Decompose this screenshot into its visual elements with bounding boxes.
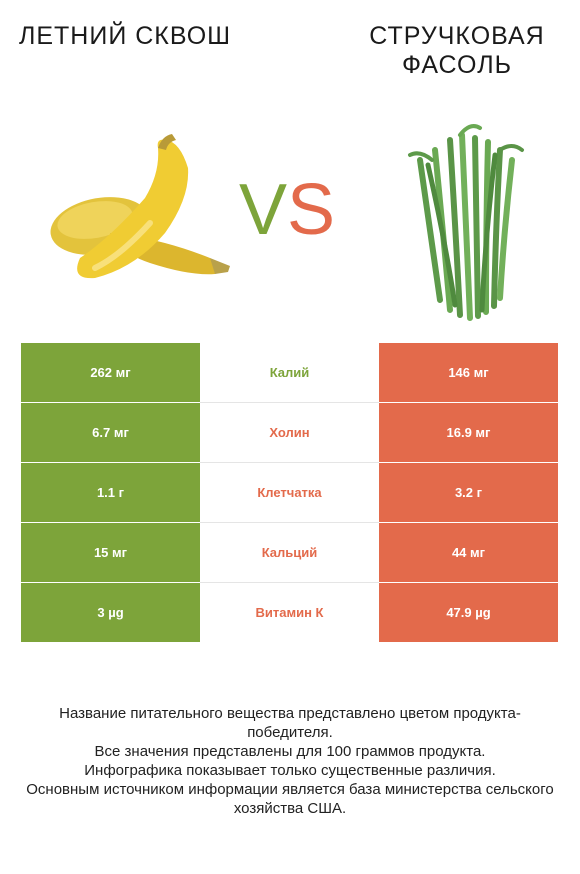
footer-notes: Название питательного вещества представл… [20,704,560,818]
table-row: 262 мг Калий 146 мг [21,343,558,403]
right-value: 47.9 µg [379,583,558,642]
left-value: 15 мг [21,523,200,582]
vs-v-letter: V [238,170,287,250]
right-food-title: Стручковая фасоль [369,22,545,79]
summer-squash-image [50,134,230,279]
comparison-table: 262 мг Калий 146 мг 6.7 мг Холин 16.9 мг… [21,343,558,643]
nutrient-name: Витамин К [200,583,379,642]
nutrient-name: Кальций [200,523,379,582]
nutrient-name: Клетчатка [200,463,379,522]
vs-s-letter: S [287,170,336,250]
right-value: 146 мг [379,343,558,402]
vs-label: VS [222,165,352,255]
right-value: 16.9 мг [379,403,558,462]
right-value: 3.2 г [379,463,558,522]
footer-note: Все значения представлены для 100 граммо… [94,743,486,760]
right-value: 44 мг [379,523,558,582]
footer-note: Название питательного вещества представл… [59,705,521,741]
table-row: 6.7 мг Холин 16.9 мг [21,403,558,463]
footer-note: Основным источником информации является … [26,781,554,817]
table-row: 3 µg Витамин К 47.9 µg [21,583,558,643]
footer-note: Инфографика показывает только существенн… [84,762,496,779]
left-value: 262 мг [21,343,200,402]
nutrient-name: Калий [200,343,379,402]
table-row: 1.1 г Клетчатка 3.2 г [21,463,558,523]
left-food-title: Летний сквош [18,22,232,50]
table-row: 15 мг Кальций 44 мг [21,523,558,583]
left-value: 6.7 мг [21,403,200,462]
left-value: 1.1 г [21,463,200,522]
green-beans-image [408,124,524,321]
nutrient-name: Холин [200,403,379,462]
left-value: 3 µg [21,583,200,642]
